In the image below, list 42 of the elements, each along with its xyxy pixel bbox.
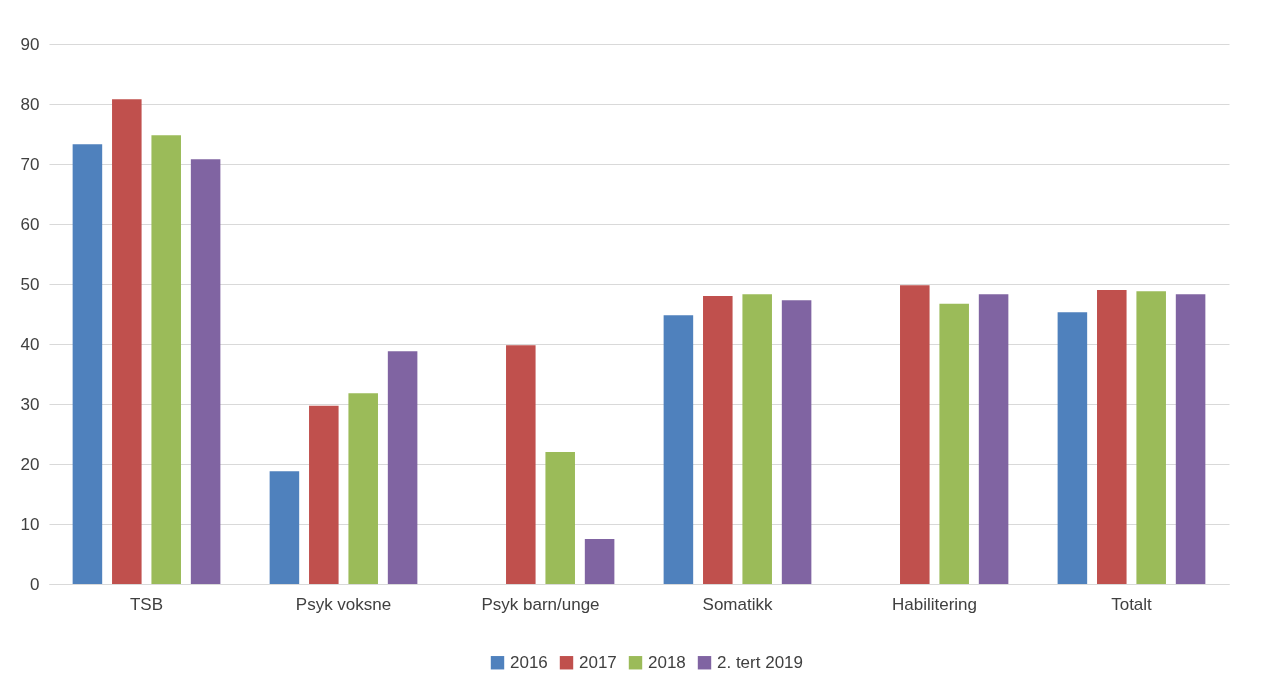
y-tick-label: 30 (20, 394, 40, 414)
bar (309, 405, 339, 584)
bar (72, 144, 103, 584)
bar (112, 99, 142, 584)
x-tick-label: Somatikk (702, 594, 773, 614)
bar (1057, 312, 1088, 584)
bar (348, 393, 378, 584)
bar (151, 135, 181, 584)
bar (1097, 290, 1127, 584)
bar (663, 315, 694, 584)
legend-label: 2018 (648, 652, 686, 672)
bar (545, 452, 575, 584)
bar (742, 294, 772, 584)
bar (269, 471, 300, 584)
bar (190, 159, 221, 584)
legend-label: 2016 (510, 652, 548, 672)
x-tick-label: TSB (129, 594, 164, 614)
bar (387, 351, 418, 584)
y-tick-label: 10 (20, 514, 40, 534)
bar (939, 303, 969, 584)
bar (1175, 294, 1206, 584)
y-tick-label: 70 (20, 154, 40, 174)
x-tick-label: Psyk voksne (295, 594, 392, 614)
legend-label: 2017 (579, 652, 617, 672)
y-tick-label: 80 (20, 94, 40, 114)
legend-label: 2. tert 2019 (717, 652, 804, 672)
bar (1136, 291, 1166, 584)
bar (703, 296, 733, 584)
y-tick-label: 90 (20, 34, 40, 54)
bar (781, 300, 812, 584)
bar (584, 539, 615, 584)
y-tick-label: 60 (20, 214, 40, 234)
bar (900, 285, 930, 584)
x-tick-label: Totalt (1111, 594, 1153, 614)
y-tick-label: 20 (20, 454, 40, 474)
y-tick-label: 40 (20, 334, 40, 354)
bar (978, 294, 1009, 584)
bar (506, 345, 536, 584)
y-tick-label: 0 (30, 574, 40, 594)
x-tick-label: Psyk barn/unge (481, 594, 600, 614)
y-tick-label: 50 (20, 274, 40, 294)
x-tick-label: Habilitering (891, 594, 978, 614)
